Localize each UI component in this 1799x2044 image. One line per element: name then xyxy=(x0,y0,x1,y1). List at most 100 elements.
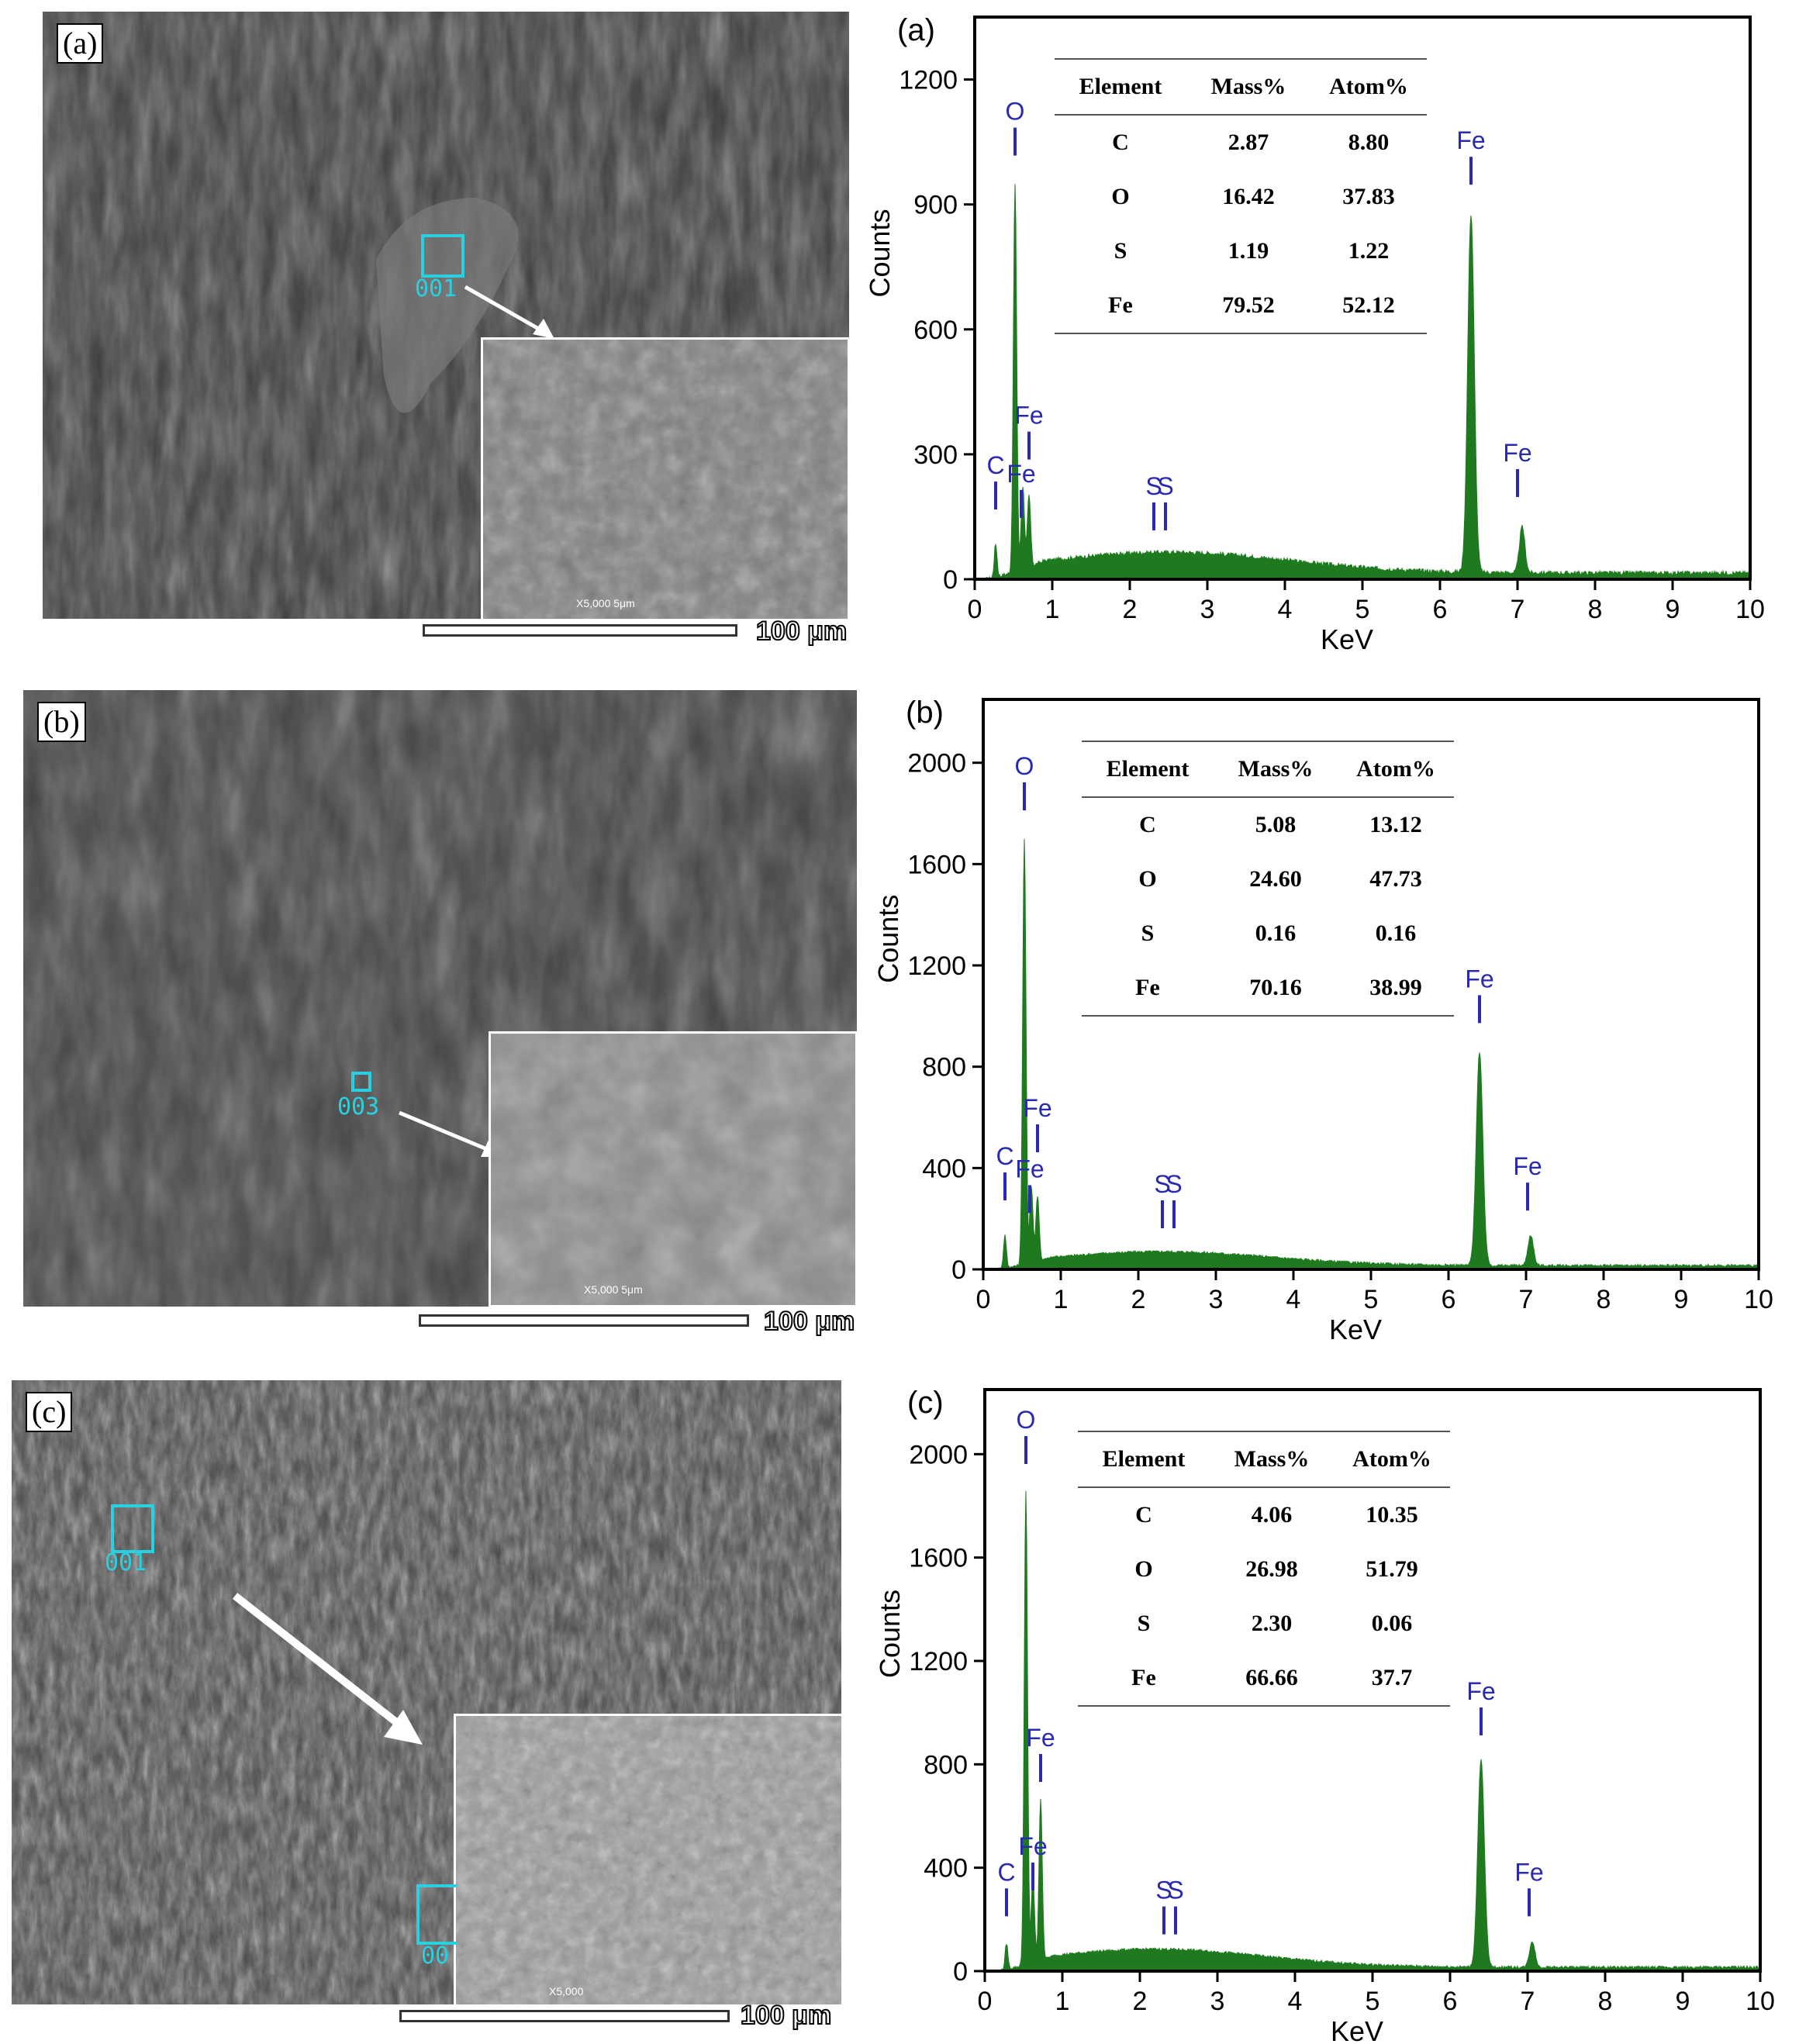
peak-marker-label: S xyxy=(1155,1877,1172,1904)
peak-marker-label: Fe xyxy=(1514,1858,1543,1886)
y-tick-label: 1600 xyxy=(907,850,966,879)
table-row: C 5.08 13.12 xyxy=(1082,796,1454,852)
x-tick-label: 6 xyxy=(1433,595,1448,624)
table-cell: 52.12 xyxy=(1342,292,1395,318)
inset-image-c: X5,000 xyxy=(454,1714,841,2004)
table-header-cell: Element xyxy=(1079,74,1162,99)
eds-spectrum-c: 0 1 2 3 4 5 6 7 8 9 10 0 400 800 1200 1600 2000 KeV Counts… xyxy=(874,1386,1775,2044)
table-cell: 24.60 xyxy=(1249,866,1302,892)
x-tick-label: 10 xyxy=(1745,1987,1775,2016)
table-header-row: Element Mass% Atom% xyxy=(1082,741,1454,796)
table-cell: 37.83 xyxy=(1342,184,1395,209)
table-cell: C xyxy=(1139,812,1156,837)
x-tick-label: 1 xyxy=(1055,1987,1070,2016)
x-tick-label: 7 xyxy=(1521,1987,1535,2016)
peak-marker-label: C xyxy=(997,1858,1015,1886)
table-row: S 1.19 1.22 xyxy=(1055,224,1427,278)
arrow-c xyxy=(232,1593,423,1745)
table-cell: 26.98 xyxy=(1245,1556,1298,1582)
y-axis-label: Counts xyxy=(874,1590,906,1678)
y-tick-label: 1600 xyxy=(909,1544,968,1573)
sem-image-b: 003 X5,000 5μm (b) xyxy=(23,690,857,1307)
x-tick-label: 6 xyxy=(1442,1285,1456,1314)
panel-label-chart: (c) xyxy=(907,1386,944,1420)
table-cell: 0.06 xyxy=(1371,1611,1413,1636)
table-cell: 4.06 xyxy=(1251,1502,1293,1528)
table-cell: 2.87 xyxy=(1228,129,1269,155)
x-tick-label: 8 xyxy=(1597,1285,1611,1314)
y-tick-label: 600 xyxy=(913,316,958,345)
sem-image-c: 001 X5,000 00 (c) xyxy=(12,1380,841,2004)
x-tick-label: 5 xyxy=(1355,595,1370,624)
x-tick-label: 0 xyxy=(968,595,982,624)
panel-label-image-a: (a) xyxy=(57,23,104,64)
panel-label-image-c: (c) xyxy=(26,1392,73,1432)
x-tick-label: 5 xyxy=(1364,1285,1379,1314)
y-tick-label: 1200 xyxy=(907,951,966,981)
table-cell: 70.16 xyxy=(1249,975,1302,1000)
y-axis-label: Counts xyxy=(872,895,904,983)
x-tick-label: 10 xyxy=(1735,595,1765,624)
x-tick-label: 9 xyxy=(1674,1285,1689,1314)
peak-marker-label: O xyxy=(1017,1406,1036,1434)
inset-image-b: X5,000 5μm xyxy=(489,1031,857,1307)
inset-scale-c: X5,000 xyxy=(549,1985,584,1997)
inset-image-a: X5,000 5μm xyxy=(481,337,849,619)
y-tick-label: 1200 xyxy=(909,1647,968,1676)
table-header-cell: Atom% xyxy=(1329,74,1408,99)
x-tick-label: 10 xyxy=(1744,1285,1773,1314)
y-axis-label: Counts xyxy=(864,209,896,297)
y-tick-label: 2000 xyxy=(909,1440,968,1469)
y-tick-label: 0 xyxy=(951,1255,966,1285)
x-tick-label: 8 xyxy=(1588,595,1603,624)
x-tick-label: 2 xyxy=(1133,1987,1148,2016)
scalebar-c xyxy=(399,2010,730,2022)
composition-table-a: Element Mass% Atom% C 2.87 8.80 O 16.42 37.83 S 1.… xyxy=(1055,58,1427,334)
y-tick-label: 0 xyxy=(943,565,958,595)
table-cell: Fe xyxy=(1131,1665,1156,1690)
table-cell: S xyxy=(1114,238,1127,264)
x-axis-label: KeV xyxy=(1329,1314,1382,1345)
table-header-cell: Mass% xyxy=(1210,74,1286,99)
inset-scale-a: X5,000 5μm xyxy=(576,597,635,609)
table-row: O 26.98 51.79 xyxy=(1078,1542,1450,1597)
x-axis-label: KeV xyxy=(1321,623,1373,655)
roi-box-c2 xyxy=(416,1884,457,1945)
sem-texture-a xyxy=(43,12,849,619)
table-cell: Fe xyxy=(1135,975,1160,1000)
peak-marker-label: Fe xyxy=(1456,126,1485,154)
peak-marker-label: Fe xyxy=(1513,1152,1542,1180)
y-tick-label: 400 xyxy=(922,1154,966,1183)
scalebar-label-a: 100 μm xyxy=(755,616,848,647)
peak-marker-label: Fe xyxy=(1466,1677,1495,1705)
table-cell: 38.99 xyxy=(1369,975,1422,1000)
table-header-cell: Mass% xyxy=(1234,1446,1310,1472)
roi-label-c: 001 xyxy=(105,1549,147,1576)
peak-marker-label: Fe xyxy=(1023,1094,1051,1122)
peak-marker-label: S xyxy=(1167,1877,1183,1904)
table-cell: O xyxy=(1111,184,1130,209)
roi-box-a xyxy=(421,234,464,278)
table-cell: 1.22 xyxy=(1348,238,1390,264)
table-cell: 13.12 xyxy=(1369,812,1422,837)
composition-table-b: Element Mass% Atom% C 5.08 13.12 O 24.60 47.73 S 0… xyxy=(1082,741,1454,1017)
table-bottom-rule xyxy=(1055,333,1427,334)
table-header-cell: Element xyxy=(1102,1446,1186,1472)
table-cell: 37.7 xyxy=(1371,1665,1413,1690)
table-cell: 51.79 xyxy=(1366,1556,1418,1582)
scalebar-a xyxy=(423,624,737,637)
peak-marker-label: Fe xyxy=(1014,402,1043,430)
x-tick-label: 9 xyxy=(1676,1987,1690,2016)
x-tick-label: 4 xyxy=(1286,1285,1301,1314)
peak-marker-label: Fe xyxy=(1015,1155,1044,1183)
x-axis-label: KeV xyxy=(1331,2015,1383,2044)
peak-marker-label: S xyxy=(1145,472,1162,500)
x-tick-label: 7 xyxy=(1511,595,1525,624)
x-tick-label: 3 xyxy=(1200,595,1215,624)
peak-marker-label: O xyxy=(1006,98,1025,126)
table-header-cell: Mass% xyxy=(1238,756,1314,782)
table-cell: O xyxy=(1134,1556,1153,1582)
arrow-a xyxy=(464,285,554,339)
table-cell: C xyxy=(1135,1502,1152,1528)
table-row: S 0.16 0.16 xyxy=(1082,906,1454,961)
